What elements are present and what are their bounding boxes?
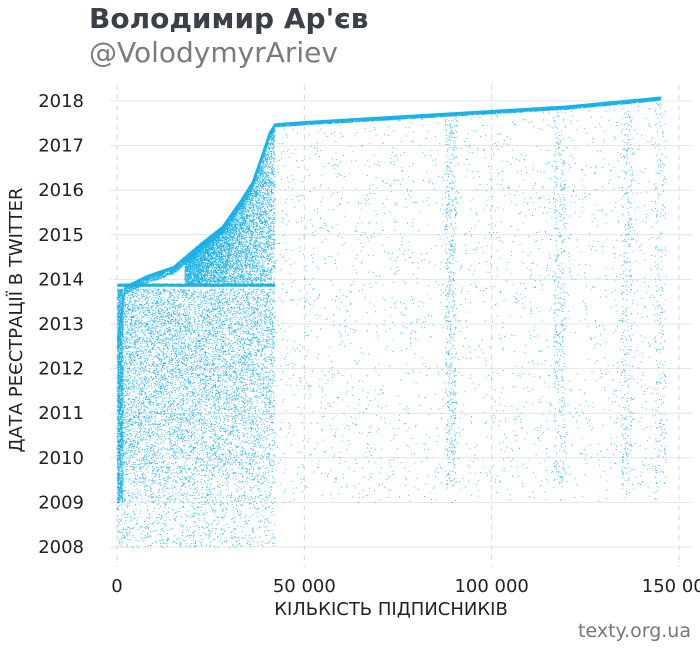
x-tick-label: 100 000 [454,576,528,597]
y-tick-label: 2014 [38,269,84,290]
y-tick-label: 2015 [38,225,84,246]
x-axis-ticks: 0 50 000 100 000 150 000 [111,576,700,597]
y-axis-label: ДАТА РЕЄСТРАЦІЇ В TWITTER [6,188,27,453]
y-tick-label: 2013 [38,314,84,335]
y-tick-label: 2009 [38,492,84,513]
scatter-points [117,96,667,548]
x-tick-label: 0 [111,576,122,597]
y-tick-label: 2016 [38,180,84,201]
x-tick-label: 50 000 [273,576,336,597]
grid [110,85,692,567]
x-tick-label: 150 000 [642,576,700,597]
scatter-point-cloud [117,96,667,548]
y-tick-label: 2018 [38,91,84,112]
y-tick-label: 2010 [38,448,84,469]
y-axis-ticks: 2008 2009 2010 2011 2012 2013 2014 2015 2016 2017… [38,91,84,558]
chart-subtitle: @VolodymyrAriev [89,36,338,69]
y-tick-label: 2012 [38,359,84,380]
y-tick-label: 2017 [38,136,84,157]
chart-title: Володимир Ар'єв [89,2,369,35]
source-credit: texty.org.ua [578,620,691,642]
x-axis-label: КІЛЬКІСТЬ ПІДПИСНИКІВ [274,599,508,620]
y-tick-label: 2008 [38,537,84,558]
y-tick-label: 2011 [38,403,84,424]
